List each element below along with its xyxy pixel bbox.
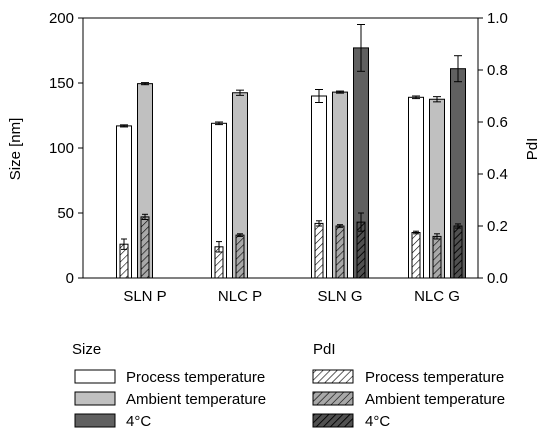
y-right-tick-label: 0.8	[487, 62, 508, 79]
x-category-label: NLC P	[218, 288, 262, 305]
x-category-label: NLC G	[414, 288, 460, 305]
y-axis-left-label: Size [nm]	[7, 118, 24, 181]
legend-label-pdi-process: Process temperature	[365, 369, 504, 386]
y-right-tick-label: 1.0	[487, 10, 508, 27]
legend-label-size-process: Process temperature	[126, 369, 265, 386]
bar-pdi-ambient	[235, 234, 245, 279]
x-category-label: SLN G	[317, 288, 362, 305]
legend-pdi-header: PdI	[313, 341, 336, 358]
y-left-tick-label: 150	[49, 75, 74, 92]
y-left-tick-label: 50	[57, 205, 74, 222]
legend-label-size-ambient: Ambient temperature	[126, 391, 266, 408]
bar-pdi-process	[411, 232, 421, 279]
plot-frame	[82, 17, 479, 279]
y-right-tick-label: 0.0	[487, 270, 508, 287]
x-category-label: SLN P	[123, 288, 166, 305]
legend-size-header: Size	[72, 341, 101, 358]
y-left-tick-label: 100	[49, 140, 74, 157]
bar-pdi-process	[314, 222, 324, 279]
legend-swatch-pdi-4c	[312, 413, 354, 428]
y-right-tick-label: 0.4	[487, 166, 508, 183]
legend-swatch-size-ambient	[74, 391, 116, 406]
y-right-tick-label: 0.6	[487, 114, 508, 131]
plot-area: 0 50 100 150 200 0.0 0.2 0.4 0.6 0.8 1.0 SLN P NLC P…	[49, 10, 508, 305]
legend-label-size-4c: 4°C	[126, 413, 151, 430]
legend-label-pdi-4c: 4°C	[365, 413, 390, 430]
bar-pdi-ambient	[432, 235, 442, 279]
y-right-tick-label: 0.2	[487, 218, 508, 235]
legend-swatch-pdi-process	[312, 369, 354, 384]
bar-pdi-ambient	[335, 225, 345, 279]
legend-swatch-pdi-ambient	[312, 391, 354, 406]
legend-label-pdi-ambient: Ambient temperature	[365, 391, 505, 408]
y-axis-right-label: PdI	[524, 138, 541, 161]
bar-pdi-4c	[453, 225, 463, 279]
y-left-tick-label: 0	[66, 270, 74, 287]
legend-swatch-size-process	[74, 369, 116, 384]
bar-pdi-ambient	[140, 216, 150, 279]
legend: Size PdI Process temperature Ambient tem…	[72, 341, 505, 430]
y-left-tick-label: 200	[49, 10, 74, 27]
legend-swatch-size-4c	[74, 413, 116, 428]
